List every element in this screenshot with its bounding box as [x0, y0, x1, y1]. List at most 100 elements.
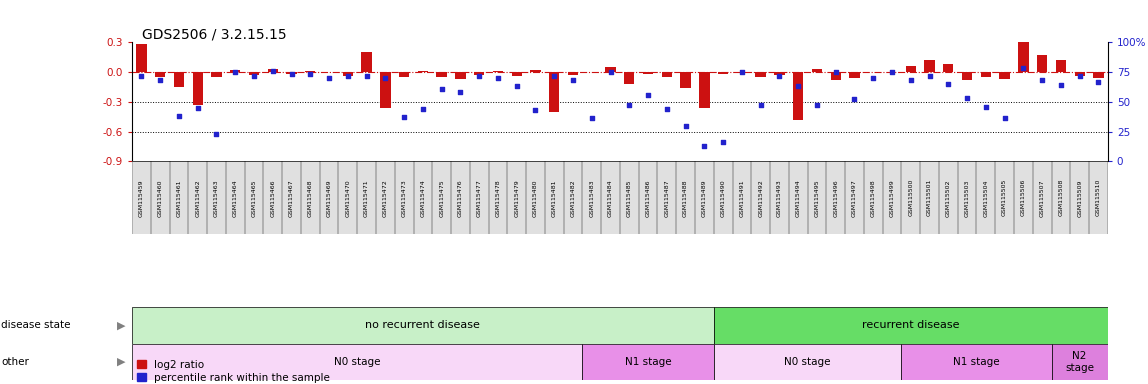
Bar [625, 72, 635, 84]
FancyBboxPatch shape [132, 344, 582, 380]
Point [545, 73, 564, 79]
Point [1033, 77, 1052, 83]
Text: GSM115503: GSM115503 [964, 179, 970, 217]
Point [845, 96, 863, 103]
Text: GSM115460: GSM115460 [157, 179, 163, 217]
Text: GSM115469: GSM115469 [326, 179, 332, 217]
Point [132, 73, 150, 79]
Bar [661, 72, 672, 77]
Text: GSM115468: GSM115468 [308, 179, 312, 217]
Text: GSM115461: GSM115461 [177, 179, 181, 217]
Bar [286, 72, 296, 74]
Text: GSM115479: GSM115479 [514, 179, 519, 217]
Bar [342, 72, 352, 76]
Point [507, 83, 526, 89]
Bar [418, 71, 428, 72]
Text: GSM115474: GSM115474 [420, 179, 426, 217]
Text: GSM115477: GSM115477 [476, 179, 482, 217]
Text: GSM115506: GSM115506 [1021, 179, 1026, 217]
Bar [492, 71, 503, 72]
Text: ▶: ▶ [117, 357, 125, 367]
Point [226, 69, 245, 75]
Text: GSM115490: GSM115490 [721, 179, 726, 217]
Text: GSM115510: GSM115510 [1096, 179, 1101, 217]
Text: GSM115509: GSM115509 [1077, 179, 1083, 217]
Point [732, 69, 751, 75]
Bar [436, 72, 447, 77]
Legend: log2 ratio, percentile rank within the sample: log2 ratio, percentile rank within the s… [138, 359, 329, 382]
Text: other: other [1, 357, 29, 367]
Point [301, 71, 319, 78]
Bar [249, 72, 259, 75]
Point [602, 69, 620, 75]
Bar [380, 72, 390, 108]
Point [957, 95, 976, 101]
Point [864, 75, 883, 81]
Point [188, 104, 207, 111]
Point [770, 73, 789, 79]
Bar [267, 69, 278, 72]
Text: N1 stage: N1 stage [953, 357, 1000, 367]
FancyBboxPatch shape [714, 344, 901, 380]
Point [808, 102, 827, 108]
Bar [980, 72, 991, 77]
Bar [512, 72, 522, 76]
Text: N2
stage: N2 stage [1065, 351, 1094, 373]
Bar [1056, 60, 1066, 72]
Point [152, 77, 170, 83]
Text: GSM115462: GSM115462 [195, 179, 200, 217]
Point [395, 114, 413, 120]
Bar [230, 70, 240, 72]
Text: GSM115504: GSM115504 [984, 179, 988, 217]
Point [451, 89, 470, 95]
Text: N0 stage: N0 stage [784, 357, 831, 367]
Bar [944, 64, 954, 72]
Point [377, 75, 395, 81]
Point [526, 107, 544, 113]
Text: GSM115473: GSM115473 [402, 179, 406, 217]
Text: GSM115496: GSM115496 [833, 179, 838, 217]
Point [489, 75, 507, 81]
Point [282, 71, 301, 78]
Text: GSM115491: GSM115491 [739, 179, 744, 217]
Bar [924, 60, 934, 72]
Bar [906, 66, 916, 72]
Text: GSM115483: GSM115483 [589, 179, 595, 217]
Bar [305, 71, 316, 72]
Text: GSM115487: GSM115487 [665, 179, 669, 217]
Point [357, 73, 375, 79]
Point [320, 75, 339, 81]
Point [696, 143, 714, 149]
Point [339, 73, 357, 79]
Bar [718, 72, 728, 74]
Text: GSM115476: GSM115476 [458, 179, 463, 217]
Point [977, 103, 995, 109]
Point [883, 69, 901, 75]
Text: GSM115500: GSM115500 [908, 179, 914, 217]
Bar [362, 52, 372, 72]
Bar [155, 72, 165, 77]
FancyBboxPatch shape [1052, 344, 1108, 380]
Bar [699, 72, 709, 108]
Point [1014, 65, 1032, 71]
FancyBboxPatch shape [582, 344, 714, 380]
Text: GSM115481: GSM115481 [552, 179, 557, 217]
Point [639, 91, 658, 98]
Text: N0 stage: N0 stage [334, 357, 380, 367]
Text: GSM115494: GSM115494 [796, 179, 800, 217]
Text: GSM115459: GSM115459 [139, 179, 144, 217]
Text: N1 stage: N1 stage [625, 357, 672, 367]
Text: GSM115488: GSM115488 [683, 179, 688, 217]
Text: GSM115505: GSM115505 [1002, 179, 1007, 217]
Bar [1075, 72, 1085, 76]
Point [995, 115, 1014, 121]
Bar [755, 72, 766, 77]
Point [752, 102, 770, 108]
Text: GSM115465: GSM115465 [251, 179, 256, 217]
Bar [474, 72, 484, 75]
Bar [605, 67, 615, 72]
Text: GSM115498: GSM115498 [870, 179, 876, 217]
Point [208, 131, 226, 137]
Point [921, 73, 939, 79]
Text: GSM115478: GSM115478 [496, 179, 501, 217]
